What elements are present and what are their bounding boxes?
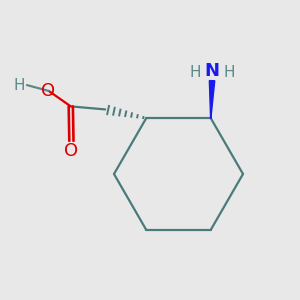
Text: H: H [223, 65, 235, 80]
Text: H: H [190, 65, 201, 80]
Text: O: O [64, 142, 79, 160]
Text: N: N [205, 62, 220, 80]
Text: O: O [41, 82, 55, 100]
Polygon shape [209, 81, 215, 118]
Text: H: H [14, 78, 26, 93]
